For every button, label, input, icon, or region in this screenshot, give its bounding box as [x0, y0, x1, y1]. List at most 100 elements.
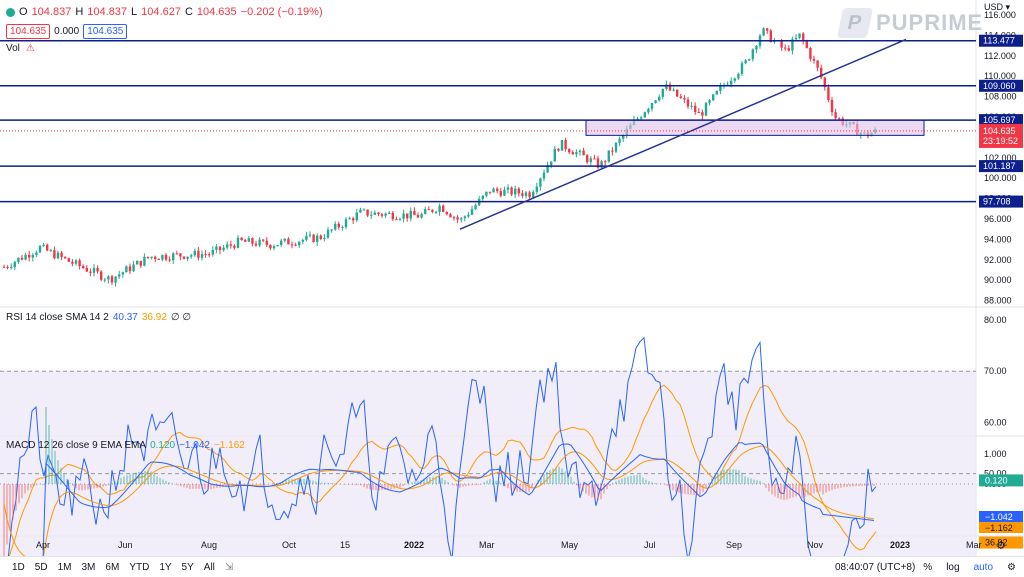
range-6m[interactable]: 6M [105, 561, 120, 573]
macd-histogram-bar [771, 484, 773, 495]
macd-histogram-bar [570, 476, 572, 484]
candle-body [362, 209, 366, 211]
clock-display[interactable]: 08:40:07 (UTC+8) [835, 561, 916, 573]
candle-body [838, 118, 841, 120]
log-toggle[interactable]: log [946, 561, 960, 573]
macd-histogram-bar [462, 484, 464, 487]
macd-histogram-bar [48, 424, 50, 484]
macd-histogram-bar [213, 484, 215, 489]
range-all[interactable]: All [203, 561, 215, 573]
candle-body [74, 260, 78, 264]
range-1y[interactable]: 1Y [159, 561, 172, 573]
candle-body [528, 192, 531, 198]
range-3m[interactable]: 3M [81, 561, 96, 573]
gear-icon[interactable]: ⚙ [1007, 561, 1016, 573]
time-tick-label: 2023 [890, 540, 910, 550]
range-ytd[interactable]: YTD [129, 561, 150, 573]
macd-histogram-bar [672, 484, 674, 491]
macd-histogram-bar [786, 484, 788, 500]
candle-body [308, 234, 312, 236]
open-value: 104.837 [31, 6, 72, 18]
candle-body [337, 223, 340, 228]
price-tick-label: 90.000 [984, 275, 1012, 285]
macd-histogram-bar [627, 476, 629, 484]
macd-histogram-bar [873, 484, 875, 486]
candle-body [532, 191, 535, 198]
macd-histogram-bar [804, 484, 806, 497]
candle-body [719, 85, 722, 91]
price-tick-label: 88.000 [984, 296, 1012, 306]
candle-body [694, 105, 697, 112]
range-1d[interactable]: 1D [12, 561, 25, 573]
candle-body [31, 254, 34, 258]
macd-histogram-bar [306, 479, 308, 484]
macd-histogram-bar [438, 476, 440, 484]
candle-body [341, 227, 344, 229]
macd-histogram-bar [687, 484, 689, 495]
macd-histogram-bar [783, 484, 785, 501]
volume-label: Vol [6, 43, 20, 54]
macd-histogram-bar [777, 484, 779, 499]
macd-histogram-bar [294, 478, 296, 484]
candle-body [712, 94, 715, 101]
macd-histogram-bar [864, 484, 866, 486]
candle-body [809, 47, 812, 59]
warning-icon[interactable]: ⚠ [25, 43, 35, 54]
candle-body [103, 279, 106, 281]
macd-histogram-bar [39, 483, 41, 485]
macd-histogram-bar [834, 484, 836, 490]
candle-body [798, 33, 801, 38]
level-price-tag [979, 114, 1023, 127]
macd-histogram-bar [405, 484, 407, 485]
macd-histogram-bar [369, 484, 371, 490]
auto-scale-toggle[interactable]: auto [973, 561, 994, 573]
percent-toggle[interactable]: % [923, 561, 933, 573]
candle-body [593, 158, 596, 160]
candle-body [730, 80, 733, 85]
candle-body [395, 219, 398, 221]
macd-histogram-bar [660, 483, 662, 485]
range-1m[interactable]: 1M [57, 561, 72, 573]
range-5d[interactable]: 5D [34, 561, 48, 573]
macd-histogram-bar [615, 481, 617, 484]
range-5y[interactable]: 5Y [181, 561, 194, 573]
sell-price-button[interactable]: 104.635 [6, 24, 51, 39]
calendar-range-icon[interactable]: ⇲ [224, 561, 234, 573]
candle-body [247, 238, 250, 242]
macd-histogram-bar [210, 484, 212, 490]
candle-body [748, 59, 751, 61]
macd-histogram-bar [747, 477, 749, 484]
candle-body [542, 172, 546, 179]
macd-histogram-bar [354, 484, 356, 485]
macd-histogram-bar [180, 484, 182, 487]
candle-body [402, 213, 405, 219]
buy-price-button[interactable]: 104.635 [83, 24, 128, 39]
candle-body [546, 165, 549, 173]
level-price-label: 113.477 [983, 36, 1015, 46]
candle-body [200, 254, 204, 258]
candle-body [564, 140, 567, 150]
candle-body [733, 78, 736, 81]
candle-body [218, 246, 222, 251]
macd-histogram-bar [138, 471, 140, 484]
macd-histogram-bar [609, 484, 611, 486]
candle-body [67, 258, 70, 262]
macd-histogram-bar [765, 484, 767, 488]
candle-body [600, 161, 603, 168]
macd-histogram-bar [468, 484, 470, 486]
macd-histogram-bar [411, 482, 413, 484]
candle-body [442, 205, 445, 212]
macd-histogram-bar [345, 484, 347, 485]
candle-body [359, 209, 362, 213]
macd-histogram-bar [645, 479, 647, 484]
macd-histogram-bar [594, 484, 596, 499]
macd-histogram-bar [12, 484, 14, 520]
candle-body [182, 256, 186, 259]
candle-body [100, 271, 103, 280]
candle-body [568, 149, 571, 153]
macd-histogram-bar [21, 484, 23, 498]
level-price-tag [979, 160, 1023, 173]
macd-histogram-bar [282, 481, 284, 484]
candle-body [654, 100, 657, 104]
